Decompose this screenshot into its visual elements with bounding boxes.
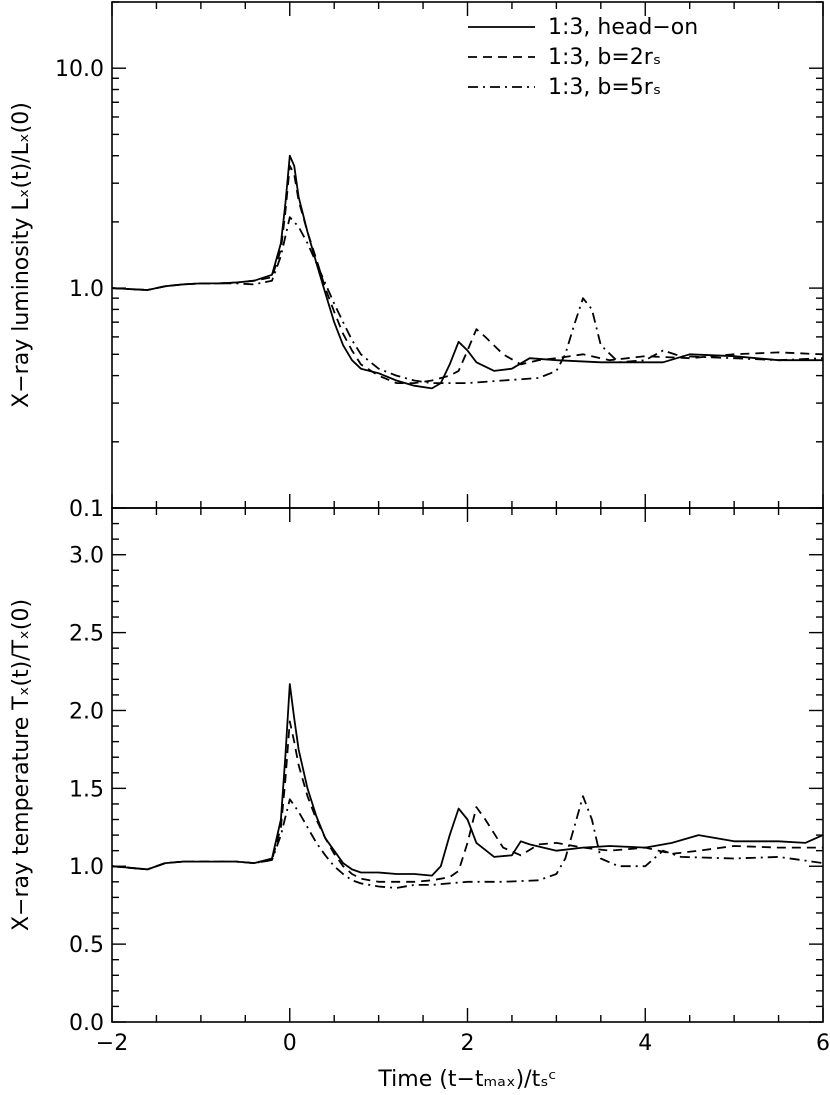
y-tick-label: 3.0 xyxy=(69,544,104,569)
x-tick-label: 6 xyxy=(816,1031,830,1056)
series-line-solid xyxy=(111,683,824,877)
y-tick-label: 0.5 xyxy=(69,933,104,958)
x-tick-label: 4 xyxy=(638,1031,652,1056)
x-tick-label: −2 xyxy=(96,1031,128,1056)
legend-label: 1:3, head−on xyxy=(548,15,698,40)
y-axis-label: X−ray luminosity Lₓ(t)/Lₓ(0) xyxy=(9,102,34,408)
y-tick-label: 0.1 xyxy=(69,497,104,522)
series-line-solid xyxy=(111,154,823,390)
x-tick-label: 2 xyxy=(461,1031,475,1056)
x-tick-label: 0 xyxy=(283,1031,297,1056)
legend: 1:3, head−on 1:3, b=2rₛ 1:3, b=5rₛ xyxy=(468,15,698,100)
y-tick-label: 1.5 xyxy=(69,777,104,802)
y-tick-label: 0.0 xyxy=(69,1011,104,1036)
y-tick-label: 1.0 xyxy=(69,855,104,880)
temperature-panel: −2 0 2 4 6 0.0 0.5 1.0 1.5 2.0 2.5 3.0 X−ray tempera… xyxy=(9,507,830,1092)
luminosity-panel: 0.1 1.0 10.0 X−ray luminosity Lₓ(t)/Lₓ(0) xyxy=(9,1,824,522)
x-axis-label: Time (t−tₘₐₓ)/tₛᶜ xyxy=(377,1067,556,1092)
series-line-dashed xyxy=(111,720,823,883)
legend-label: 1:3, b=2rₛ xyxy=(548,45,661,70)
y-tick-label: 1.0 xyxy=(69,277,104,302)
legend-label: 1:3, b=5rₛ xyxy=(548,75,661,100)
series-line-dashdot xyxy=(111,795,824,889)
plot-frame xyxy=(111,1,824,509)
y-axis-label: X−ray temperature Tₓ(t)/Tₓ(0) xyxy=(9,599,34,931)
plot-frame xyxy=(111,507,824,1023)
y-tick-label: 2.0 xyxy=(69,699,104,724)
y-tick-label: 10.0 xyxy=(55,57,104,82)
y-tick-label: 2.5 xyxy=(69,622,104,647)
series-line-dashdot xyxy=(111,216,824,384)
series-line-dashed xyxy=(111,164,824,384)
